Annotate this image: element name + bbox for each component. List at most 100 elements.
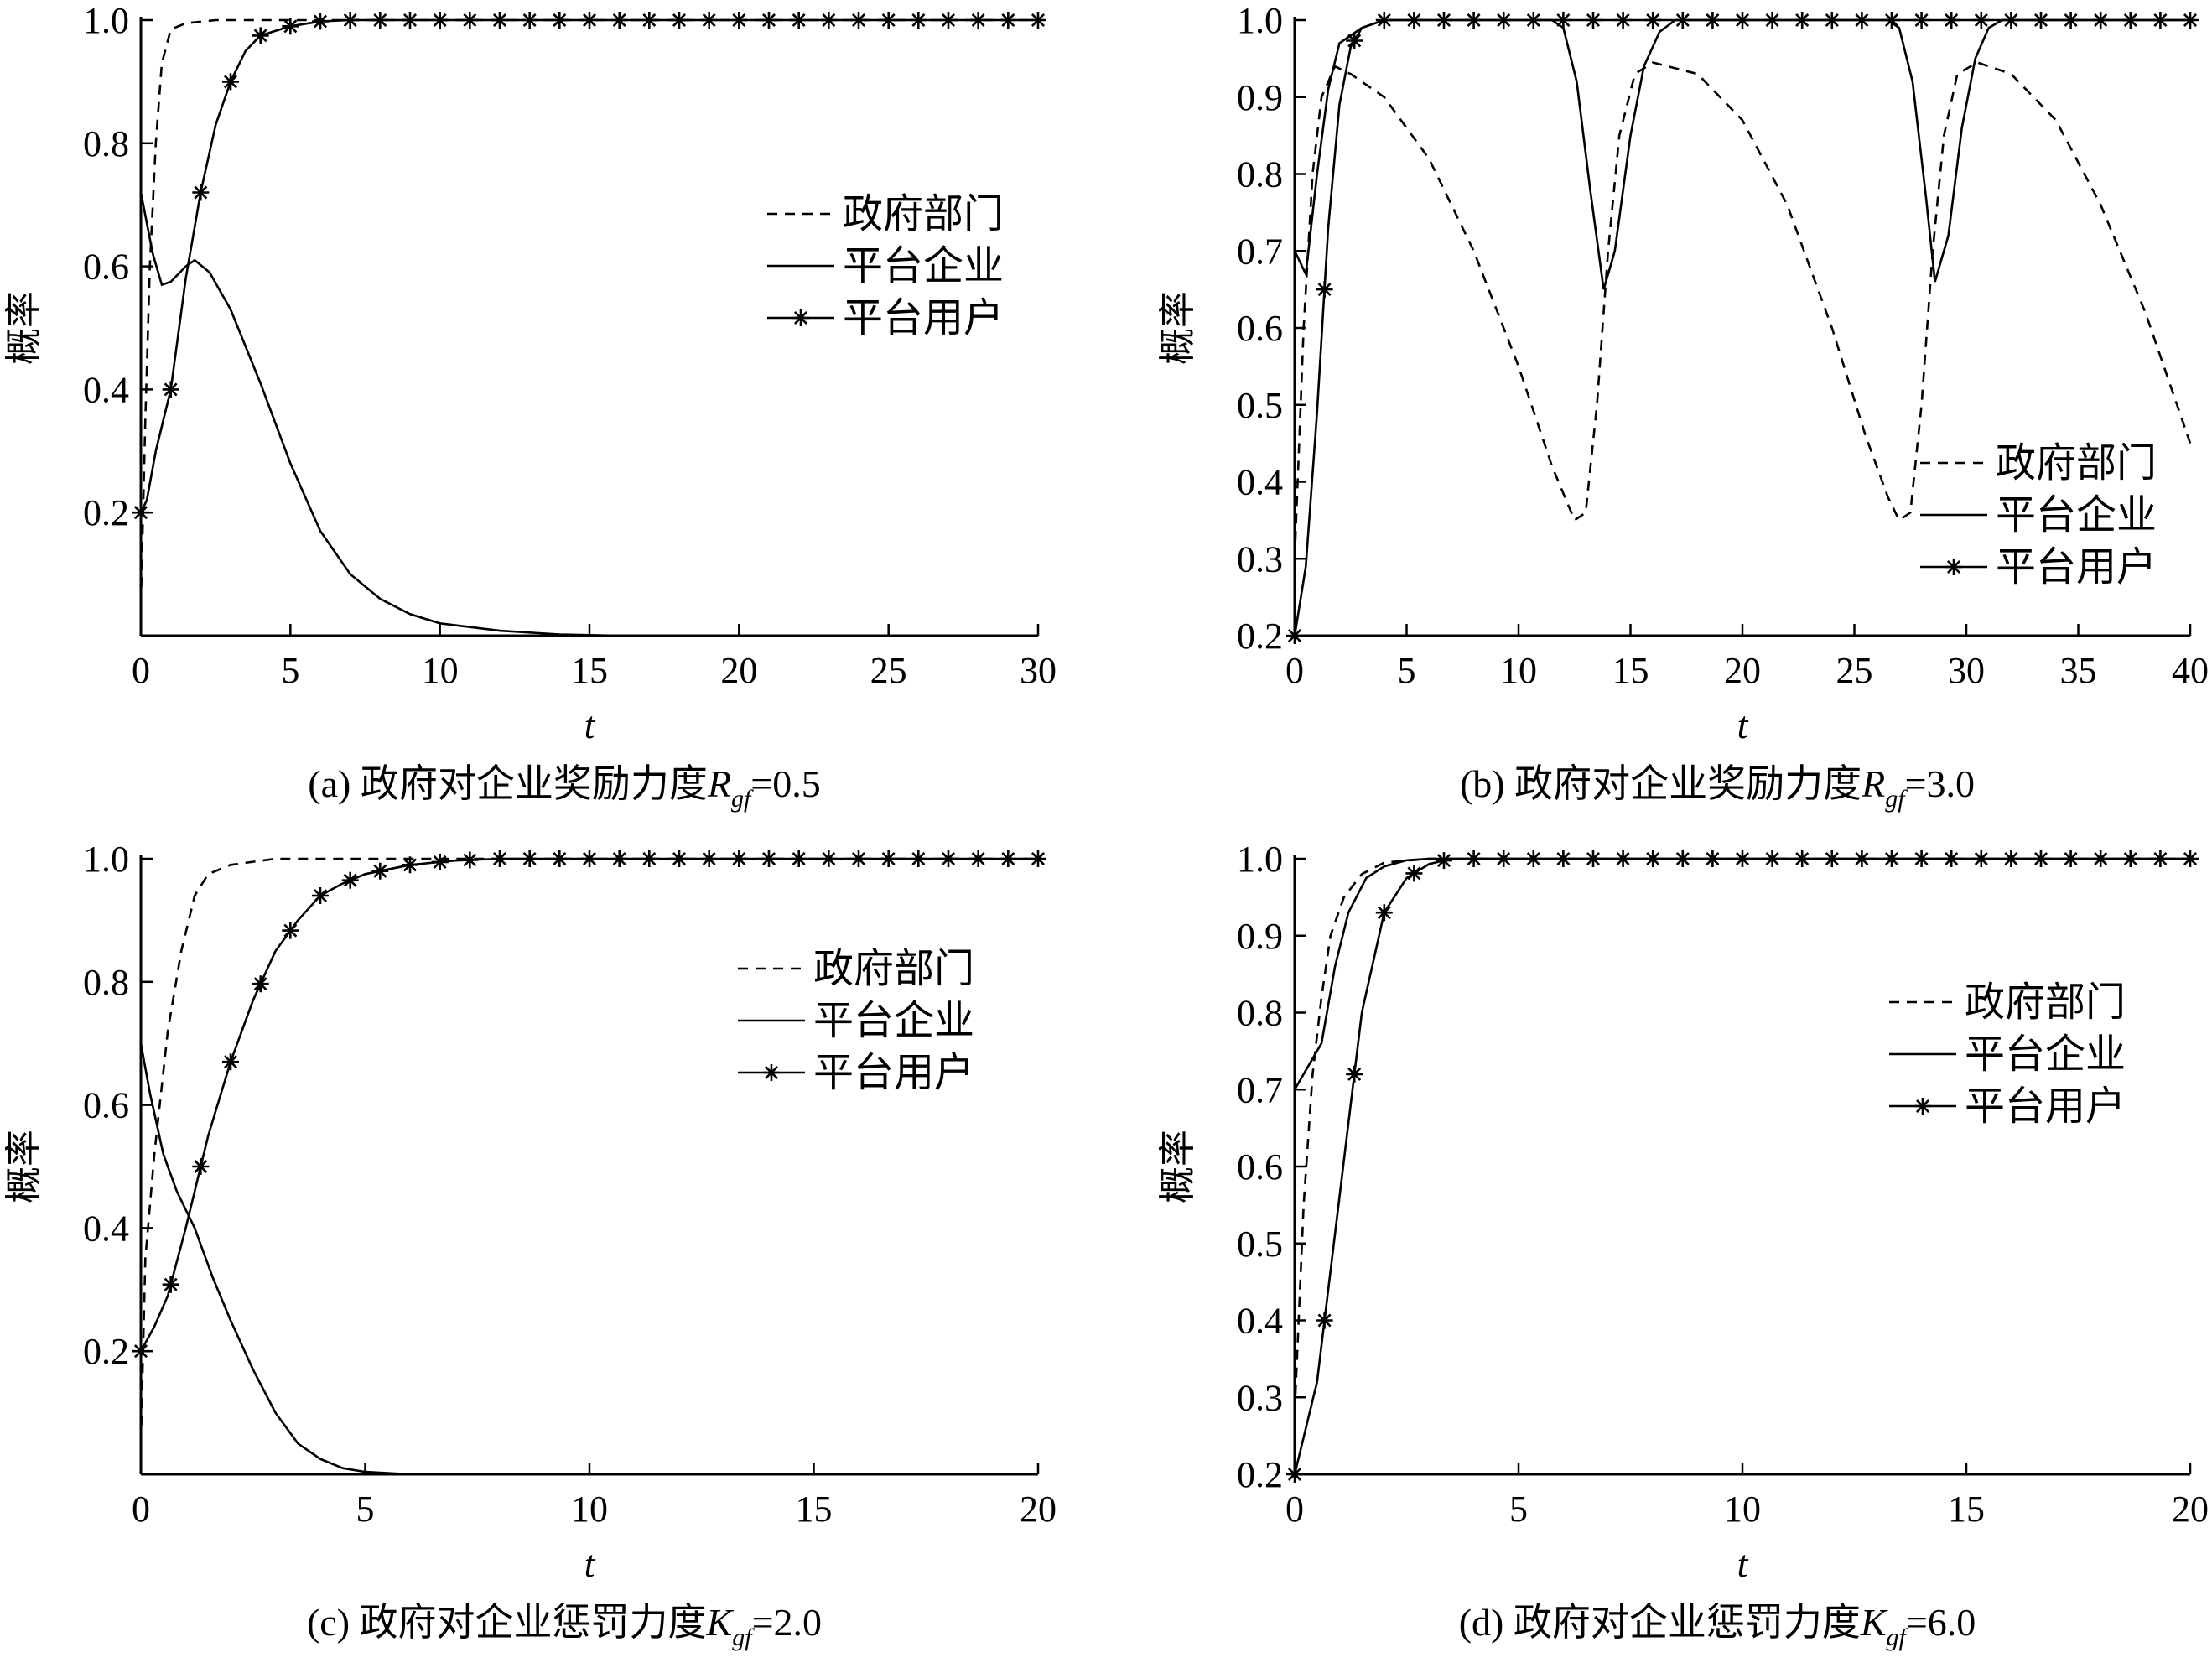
series-marker xyxy=(1405,865,1423,882)
x-tick-label: 30 xyxy=(1020,650,1057,691)
series-marker xyxy=(1972,12,1990,29)
x-tick-label: 25 xyxy=(870,650,907,691)
x-tick-label: 20 xyxy=(2172,1489,2209,1530)
panel-a: 0 5 10 15 20 25 30 0.2 0.4 0.6 0.8 1.0 t 概率 (a) 政府对企业奖… xyxy=(3,0,1057,813)
series-marker xyxy=(1316,1312,1333,1329)
x-tick-label: 10 xyxy=(571,1489,608,1530)
series-marker xyxy=(1346,32,1363,49)
y-tick-label: 0.3 xyxy=(1237,538,1283,579)
series-marker xyxy=(2062,850,2080,867)
series-marker xyxy=(402,856,418,874)
x-axis-label: t xyxy=(1737,704,1749,746)
series-line-3 xyxy=(139,857,1038,1352)
y-tick-label: 0.3 xyxy=(1237,1377,1283,1418)
y-axis-label: 概率 xyxy=(1157,291,1198,365)
series-marker xyxy=(2033,850,2049,867)
x-tick-label: 0 xyxy=(1285,1489,1304,1530)
series-marker xyxy=(2182,850,2199,867)
series-marker xyxy=(790,12,807,29)
series-line-1 xyxy=(139,857,1038,1444)
y-axis-label: 概率 xyxy=(3,291,44,365)
series-marker xyxy=(1853,850,1871,867)
series-marker xyxy=(341,871,359,889)
series-marker xyxy=(940,12,957,29)
series-marker xyxy=(1316,281,1333,299)
series-marker xyxy=(2182,12,2199,29)
y-tick-label: 0.2 xyxy=(1237,1454,1283,1495)
series-marker xyxy=(2152,850,2169,867)
series-marker xyxy=(1943,12,1960,29)
series-marker xyxy=(1555,12,1572,29)
x-tick-label: 15 xyxy=(1612,650,1649,691)
series-marker xyxy=(1644,12,1662,29)
legend-label: 平台用户 xyxy=(1996,545,2157,590)
series-marker xyxy=(431,853,449,870)
caption-subscript: gf xyxy=(1887,1624,1909,1651)
series-marker xyxy=(1943,850,1960,867)
series-marker xyxy=(1585,850,1602,867)
caption-value: =6.0 xyxy=(1906,1601,1976,1644)
series-marker xyxy=(1436,852,1452,870)
series-marker xyxy=(610,850,628,867)
series-line-2 xyxy=(139,192,1038,637)
series-marker xyxy=(431,12,449,29)
caption-subscript: gf xyxy=(731,785,754,813)
series-marker xyxy=(1853,12,1871,29)
y-axis-label: 概率 xyxy=(1157,1130,1198,1203)
series-marker xyxy=(491,12,508,29)
series-marker xyxy=(1524,850,1542,867)
series-line-3 xyxy=(1293,18,2190,637)
series-marker xyxy=(880,850,897,867)
series-marker xyxy=(1614,12,1632,29)
series-marker xyxy=(761,12,777,29)
series-marker xyxy=(850,850,867,867)
y-tick-label: 0.7 xyxy=(1237,1069,1283,1110)
series-marker xyxy=(1375,12,1393,29)
y-tick-label: 0.6 xyxy=(83,1085,129,1126)
x-axis-label: t xyxy=(584,704,596,746)
series-marker xyxy=(1555,850,1572,867)
y-tick-label: 0.8 xyxy=(83,962,129,1003)
series-marker xyxy=(1000,12,1017,29)
x-tick-label: 35 xyxy=(2060,650,2097,691)
series-marker xyxy=(521,850,538,867)
caption-text: (d) 政府对企业惩罚力度 xyxy=(1459,1601,1861,1644)
series-line-1 xyxy=(139,18,1038,605)
caption-text: (a) 政府对企业奖励力度 xyxy=(308,762,708,805)
series-marker xyxy=(1674,850,1691,867)
y-tick-label: 0.9 xyxy=(1237,916,1283,957)
series-marker xyxy=(491,850,508,867)
series-marker xyxy=(222,1053,239,1071)
series-marker xyxy=(1972,850,1990,867)
x-tick-label: 40 xyxy=(2172,650,2209,691)
x-tick-label: 0 xyxy=(132,650,150,691)
series-marker xyxy=(671,12,688,29)
series-marker xyxy=(880,12,897,29)
series-marker xyxy=(2092,850,2110,867)
legend-marker xyxy=(792,309,809,326)
series-line-2 xyxy=(1293,18,2190,290)
y-tick-label: 1.0 xyxy=(1237,0,1283,41)
series-marker xyxy=(2062,12,2080,29)
panel-caption: (d) 政府对企业惩罚力度Kgf=6.0 xyxy=(1459,1601,1976,1651)
series-marker xyxy=(641,850,658,867)
y-tick-label: 1.0 xyxy=(83,0,129,41)
series-marker xyxy=(282,18,299,35)
series-marker xyxy=(162,381,179,398)
y-tick-label: 0.5 xyxy=(1237,1224,1283,1265)
series-marker xyxy=(2121,12,2139,29)
y-tick-label: 0.2 xyxy=(83,492,129,533)
series-marker xyxy=(1465,12,1482,29)
series-line-2 xyxy=(139,1042,1038,1476)
series-marker xyxy=(461,12,479,29)
series-marker xyxy=(1346,1065,1363,1083)
series-marker xyxy=(1823,12,1841,29)
x-axis-label: t xyxy=(584,1542,596,1585)
legend-label: 平台用户 xyxy=(1965,1084,2126,1129)
series-marker xyxy=(1913,850,1930,867)
series-marker xyxy=(969,850,987,867)
series-line-1 xyxy=(1293,857,2190,1413)
legend-label: 政府部门 xyxy=(1965,980,2126,1025)
